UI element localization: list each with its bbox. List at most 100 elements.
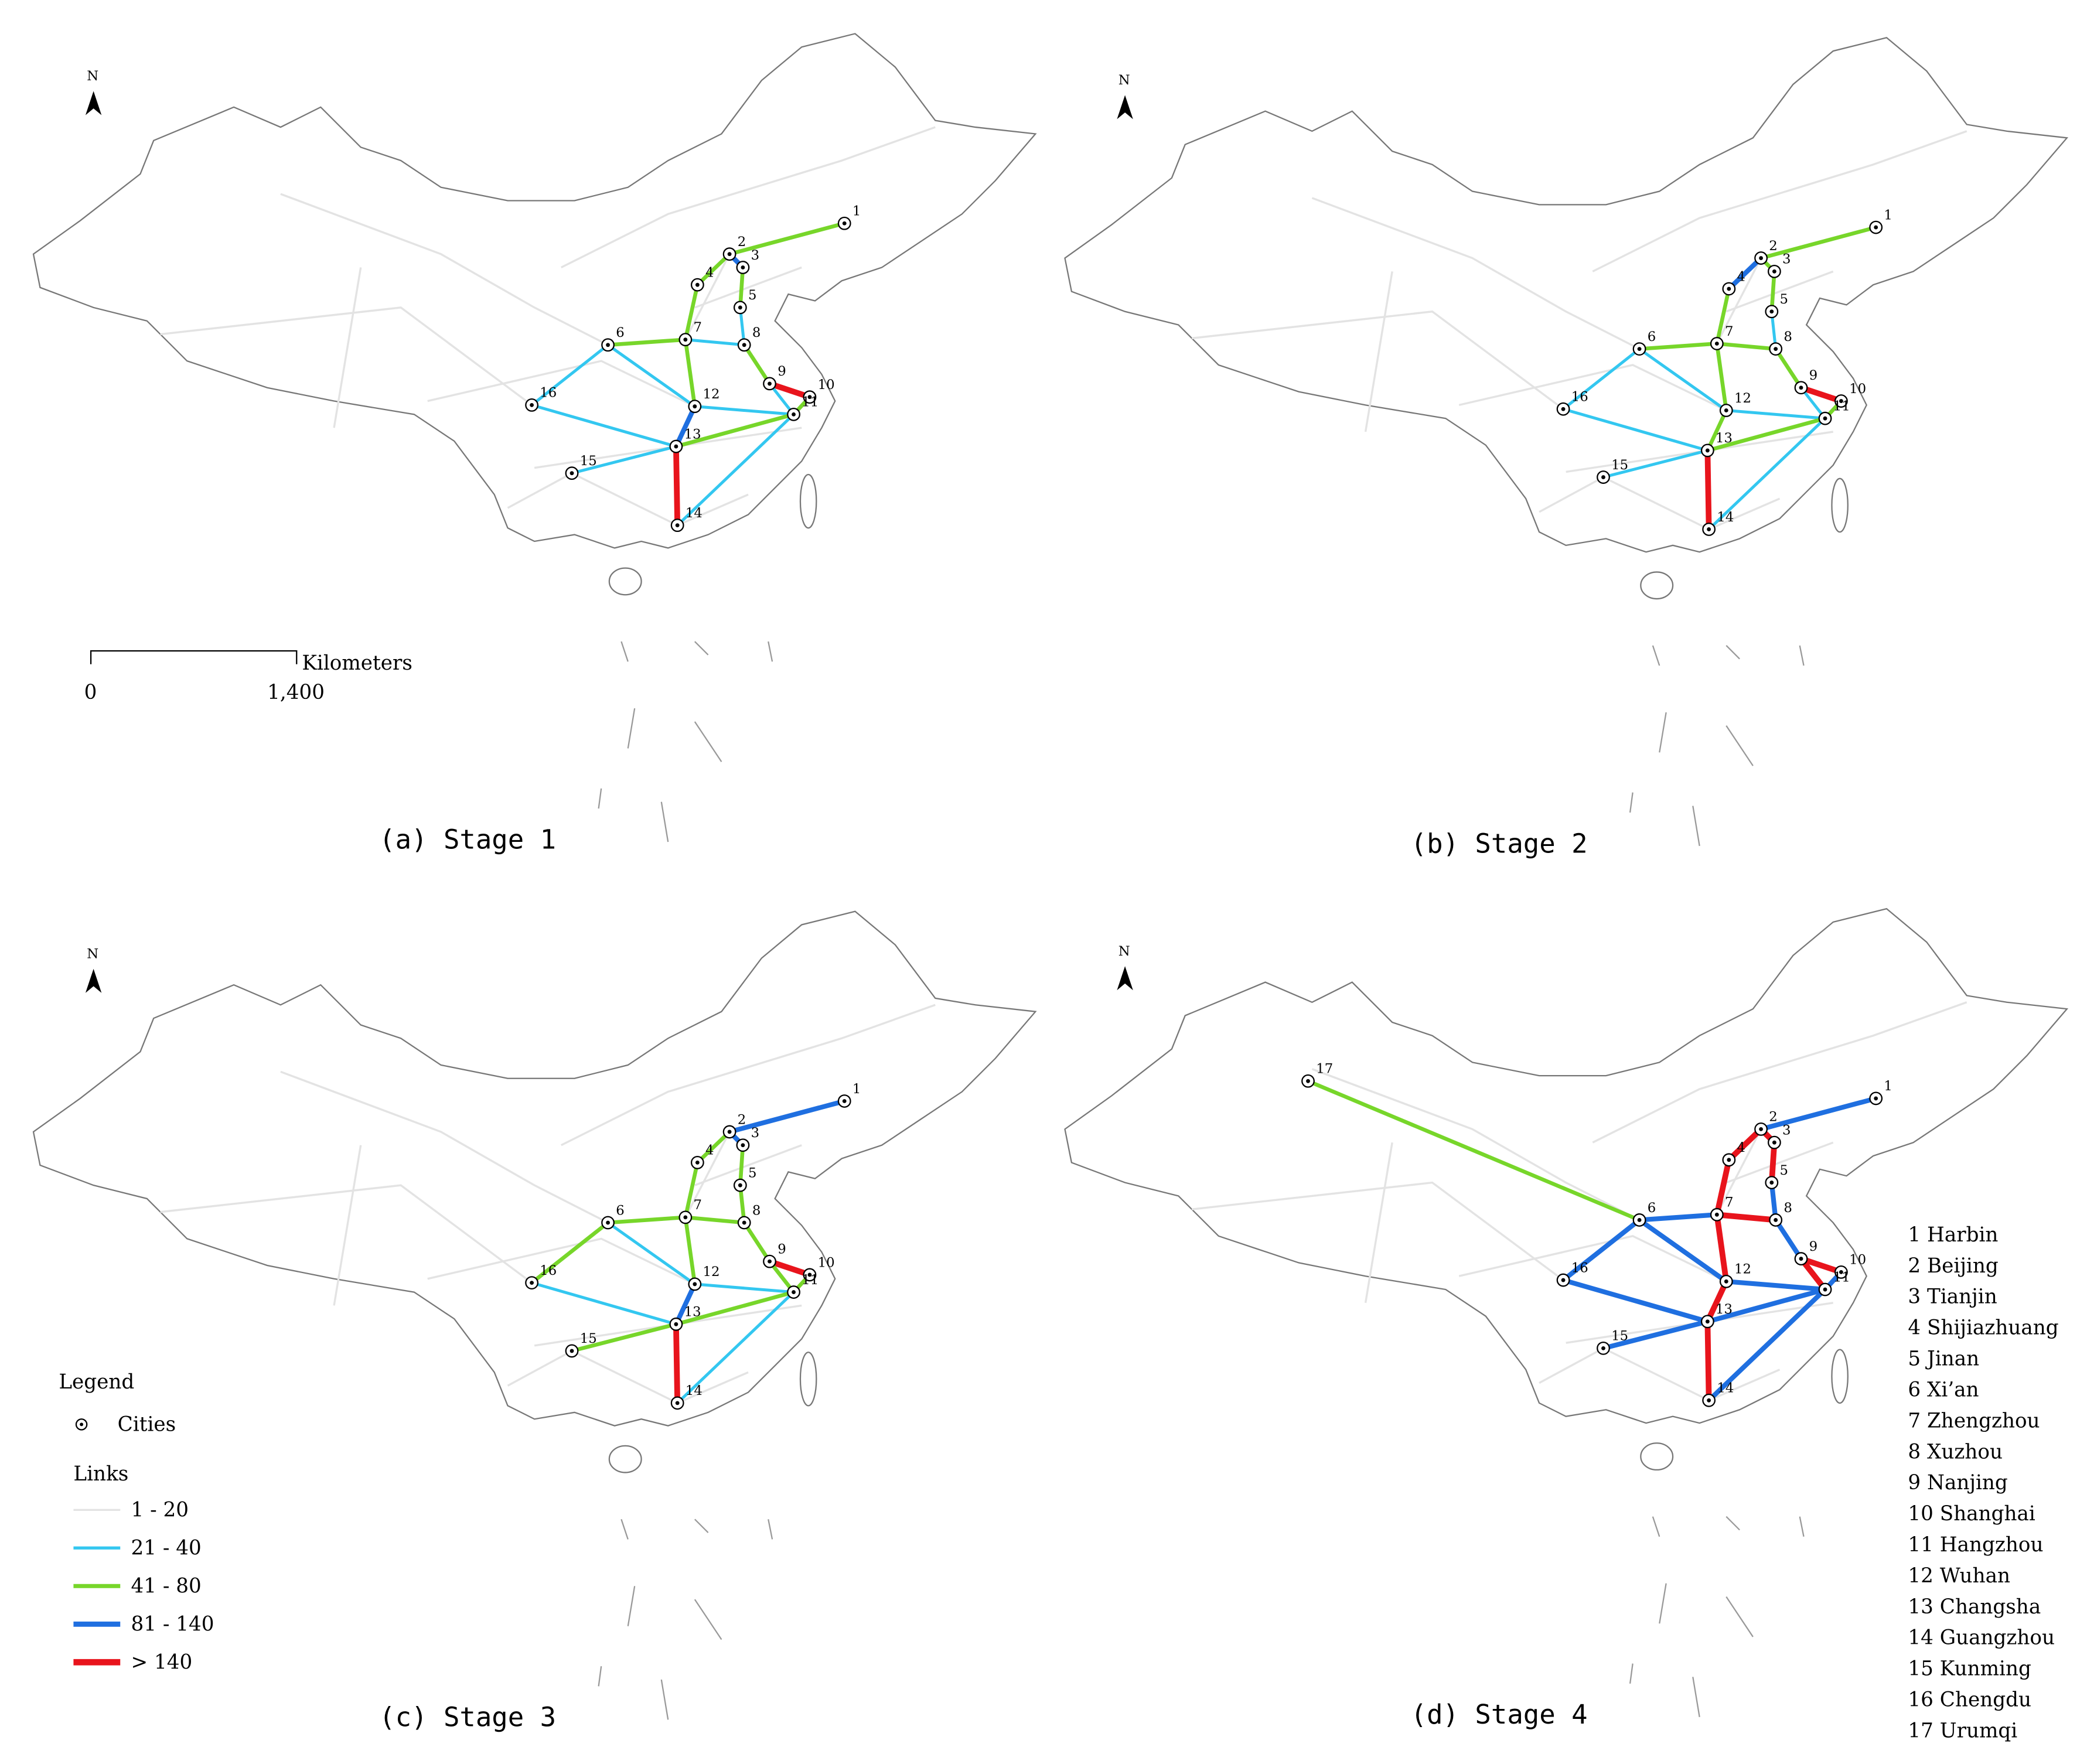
- city-number: 12: [1734, 1262, 1751, 1277]
- city-number: 7: [1725, 324, 1734, 339]
- city-number: 10: [818, 377, 835, 393]
- link: [1760, 1096, 1877, 1132]
- city-dot: [693, 1282, 697, 1287]
- city-number: 10: [1849, 381, 1866, 397]
- city-number: 16: [1571, 1260, 1588, 1275]
- city-number: 9: [777, 364, 786, 379]
- link: [1717, 342, 1776, 351]
- legend: Legend Cities Links 1 - 20 21 - 40 41 - 80…: [59, 1370, 214, 1674]
- city-dot: [742, 343, 746, 347]
- city-list-item: 12 Wuhan: [1908, 1564, 2010, 1588]
- link: [685, 1215, 745, 1225]
- link: [1638, 1218, 1728, 1284]
- city-dot: [1759, 256, 1764, 260]
- city-dot: [768, 1259, 772, 1264]
- link: [729, 1098, 845, 1134]
- city-number: 6: [616, 1203, 625, 1218]
- city-number: 11: [1833, 1270, 1850, 1285]
- north-label: N: [1118, 73, 1130, 88]
- city-number: 16: [540, 385, 557, 401]
- link: [683, 339, 697, 407]
- city-number: 11: [802, 1272, 819, 1288]
- city-dot: [1714, 342, 1719, 346]
- link: [1704, 1321, 1712, 1401]
- city-number: 15: [580, 1331, 597, 1346]
- city-number: 16: [540, 1263, 557, 1278]
- city-dot: [695, 282, 700, 287]
- city-dot: [741, 265, 745, 269]
- city-number: 6: [1648, 329, 1656, 344]
- china-outline: [32, 910, 1037, 1721]
- city-number: 9: [1809, 1239, 1818, 1254]
- city-number: 2: [1769, 1110, 1778, 1125]
- city-dot: [1839, 399, 1843, 403]
- north-arrow: [1117, 966, 1133, 991]
- city-number: 13: [1716, 431, 1733, 446]
- city-number: 7: [1725, 1195, 1734, 1210]
- legend-title: Legend: [59, 1370, 134, 1394]
- link: [673, 446, 681, 526]
- link: [768, 381, 811, 400]
- link: [1760, 225, 1877, 260]
- link: [608, 337, 686, 347]
- city-list-item: 15 Kunming: [1908, 1657, 2031, 1681]
- link: [1727, 256, 1763, 291]
- city-number: 1: [1884, 1079, 1892, 1094]
- link: [1725, 1279, 1826, 1292]
- north-label: N: [87, 69, 98, 84]
- city-dot: [1799, 385, 1803, 390]
- city-dot: [683, 337, 688, 342]
- city-dot: [1727, 1158, 1731, 1162]
- scale-label: 1,400: [267, 681, 325, 704]
- city-number: 8: [752, 1203, 761, 1218]
- link: [1639, 342, 1717, 351]
- city-number: 9: [777, 1241, 786, 1257]
- link: [1707, 417, 1826, 453]
- city-number: 12: [703, 1264, 719, 1280]
- city-dot: [807, 395, 812, 400]
- city-list-item: 11 Hangzhou: [1908, 1533, 2043, 1557]
- panel-caption: (d) Stage 4: [1411, 1699, 1588, 1730]
- city-number: 15: [1611, 1329, 1628, 1344]
- city-number: 17: [1316, 1062, 1333, 1077]
- city-dot: [792, 412, 796, 417]
- link: [1800, 385, 1842, 404]
- link: [674, 1283, 697, 1326]
- link: [1716, 1212, 1776, 1223]
- city-dot: [530, 1281, 534, 1285]
- city-dot: [674, 444, 678, 449]
- china-outline: [32, 32, 1037, 843]
- scale-bar: Kilometers 0 1,400: [84, 650, 412, 704]
- city-number: 10: [818, 1255, 835, 1270]
- city-dot: [1769, 1180, 1774, 1185]
- china-outline: [1063, 36, 2068, 847]
- legend-label: 21 - 40: [131, 1537, 201, 1560]
- city-dot: [1637, 347, 1642, 352]
- city-dot: [1823, 416, 1827, 421]
- link: [1769, 271, 1776, 312]
- city-number: 1: [852, 204, 861, 219]
- city-list-item: 14 Guangzhou: [1908, 1626, 2055, 1650]
- north-arrow: [1117, 95, 1133, 120]
- city-dot: [1601, 1346, 1605, 1350]
- city-dot: [727, 1130, 732, 1134]
- city-dot: [1759, 1127, 1764, 1131]
- city-dot: [792, 1290, 796, 1295]
- link: [1726, 409, 1826, 420]
- city-number: 5: [748, 288, 757, 303]
- city-dot: [741, 1143, 745, 1148]
- link: [1561, 1218, 1641, 1282]
- city-dot: [1799, 1257, 1803, 1261]
- link: [1639, 1212, 1717, 1223]
- city-number: 12: [1734, 391, 1751, 406]
- link: [676, 1291, 795, 1404]
- city-number: 5: [1780, 292, 1789, 307]
- city-dot: [693, 404, 697, 409]
- link: [676, 413, 795, 527]
- city-dot: [1714, 1212, 1719, 1217]
- city-dot: [1705, 448, 1710, 453]
- city-number: 5: [1780, 1163, 1789, 1178]
- north-label: N: [87, 946, 98, 961]
- north-arrow: [85, 968, 102, 993]
